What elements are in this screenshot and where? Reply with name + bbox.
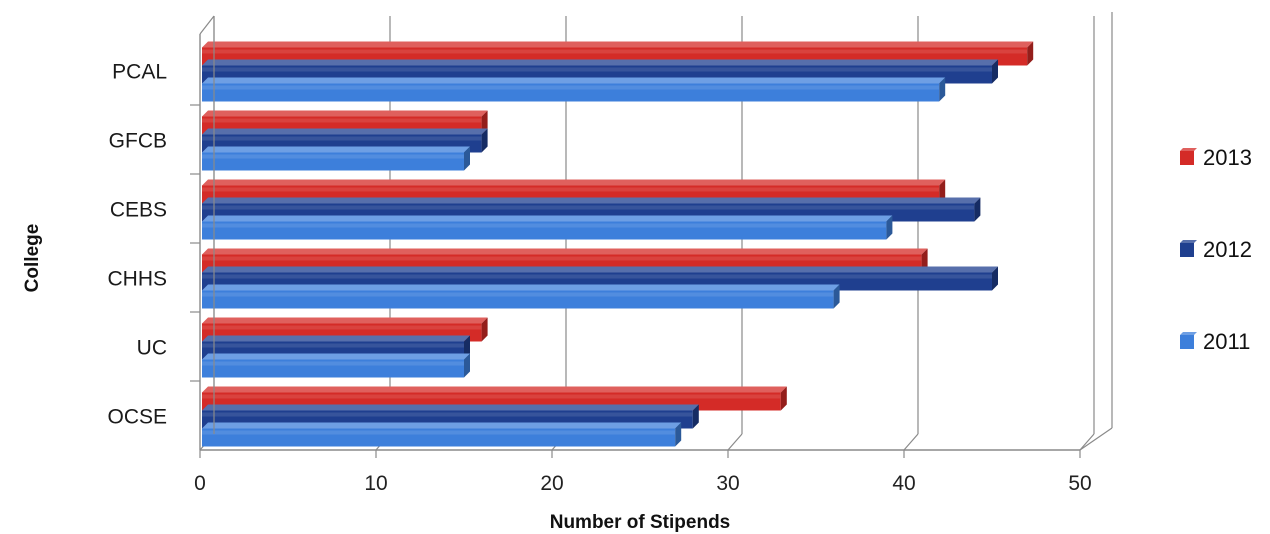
right-floor-edge [1079, 427, 1113, 451]
y-axis-title: College [22, 224, 43, 293]
legend-item-2013: 2013 [1180, 145, 1252, 170]
bar-end-face [939, 77, 946, 102]
legend-swatch-2013 [1180, 151, 1194, 165]
x-tick-label-40: 40 [892, 472, 915, 495]
legend-swatch-top [1180, 332, 1197, 335]
bar-highlight [202, 205, 975, 210]
category-label-pcal: PCAL [112, 61, 167, 84]
category-label-chhs: CHHS [107, 268, 167, 291]
bar-top-face [202, 284, 840, 291]
bar-top-face [202, 422, 682, 429]
legend-swatch-top [1180, 148, 1197, 151]
floor-line-50 [1079, 433, 1095, 451]
bar-top-face [202, 317, 488, 324]
bar-highlight [202, 154, 464, 159]
bar-top-face [202, 77, 946, 84]
bar-highlight [202, 430, 676, 435]
legend-swatch-top [1180, 240, 1197, 243]
bar-top-face [202, 128, 488, 135]
bar-top-face [202, 179, 946, 186]
bar-highlight [202, 343, 464, 348]
legend-label-2011: 2011 [1203, 329, 1250, 354]
axis-layer: 0 10 20 30 40 50 PCAL GFCB CEBS CHHS UC OCSE [107, 15, 1092, 495]
bar-highlight [202, 325, 482, 330]
category-label-gfcb: GFCB [109, 130, 167, 153]
bar-highlight [202, 394, 781, 399]
bar-top-face [202, 266, 998, 273]
x-tick-label-50: 50 [1068, 472, 1091, 495]
bar-highlight [202, 67, 992, 72]
bar-top-face [202, 110, 488, 117]
bar-end-face [1027, 41, 1034, 66]
x-axis-title: Number of Stipends [550, 512, 731, 533]
bar-end-face [675, 422, 682, 447]
x-tick-label-30: 30 [716, 472, 739, 495]
bar-top-face [202, 215, 893, 222]
legend-label-2012: 2012 [1203, 237, 1252, 262]
floor-line-40 [903, 433, 919, 451]
bar-end-face [481, 317, 488, 342]
bar-top-face [202, 248, 928, 255]
bar-uc-2011 [202, 353, 470, 378]
bar-top-face [202, 353, 470, 360]
bar-pcal-2011 [202, 77, 946, 102]
bar-end-face [974, 197, 981, 222]
bar-highlight [202, 85, 940, 90]
bar-top-face [202, 335, 470, 342]
floor-line-30 [727, 433, 743, 451]
bar-end-face [464, 146, 470, 171]
category-label-uc: UC [137, 337, 167, 360]
bar-top-face [202, 59, 998, 66]
bar-highlight [202, 223, 887, 228]
bar-highlight [202, 292, 834, 297]
bar-chhs-2011 [202, 284, 840, 309]
top-depth-edge [199, 15, 215, 35]
x-tick-label-10: 10 [364, 472, 387, 495]
x-tick-label-20: 20 [540, 472, 563, 495]
bar-ocse-2011 [202, 422, 682, 447]
bar-top-face [202, 146, 470, 153]
bar-top-face [202, 386, 787, 393]
bar-highlight [202, 361, 464, 366]
bar-highlight [202, 274, 992, 279]
bar-highlight [202, 256, 922, 261]
bar-end-face [464, 353, 470, 378]
bar-end-face [780, 386, 787, 411]
legend-label-2013: 2013 [1203, 145, 1252, 170]
bar-gfcb-2011 [202, 146, 470, 171]
legend: 2013 2012 2011 [1180, 145, 1252, 354]
bar-highlight [202, 412, 693, 417]
legend-item-2012: 2012 [1180, 237, 1252, 262]
bar-highlight [202, 187, 940, 192]
bar-end-face [992, 59, 998, 84]
bar-end-face [886, 215, 893, 240]
legend-swatch-2011 [1180, 335, 1194, 349]
bar-top-face [202, 197, 981, 204]
legend-swatch-2012 [1180, 243, 1194, 257]
bar-end-face [692, 404, 699, 429]
legend-item-2011: 2011 [1180, 329, 1250, 354]
bar-cebs-2011 [202, 215, 893, 240]
bars-layer [202, 41, 1034, 447]
bar-top-face [202, 404, 699, 411]
bar-highlight [202, 118, 482, 123]
bar-top-face [202, 41, 1034, 48]
category-label-ocse: OCSE [107, 406, 167, 429]
x-tick-label-0: 0 [194, 472, 206, 495]
category-label-cebs: CEBS [110, 199, 167, 222]
bar-highlight [202, 136, 482, 141]
bar-end-face [992, 266, 998, 291]
bar-end-face [833, 284, 840, 309]
bar-end-face [481, 128, 488, 153]
bar-highlight [202, 49, 1028, 54]
